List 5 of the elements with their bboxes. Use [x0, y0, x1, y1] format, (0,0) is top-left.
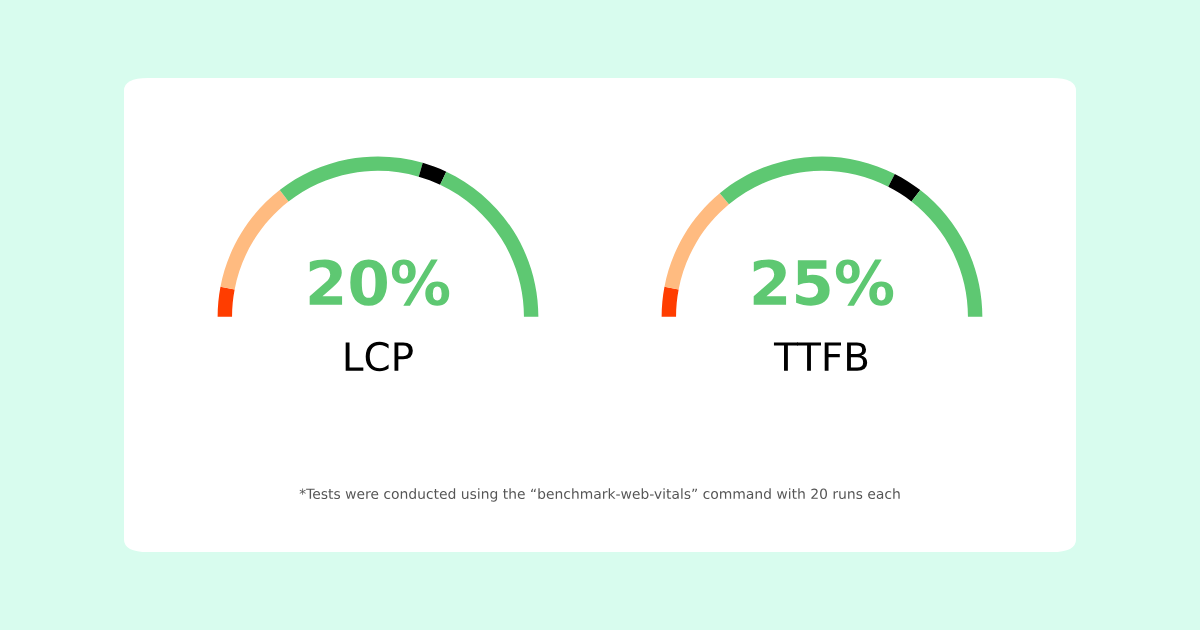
- text: *Tests were conducted using the “benchmark-web-vitals” command with 20 runs each: [299, 488, 900, 502]
- text: LCP: [345, 341, 413, 372]
- text: TTFB: [773, 342, 868, 371]
- text: 20%: [309, 259, 450, 306]
- text: 25%: [753, 259, 894, 306]
